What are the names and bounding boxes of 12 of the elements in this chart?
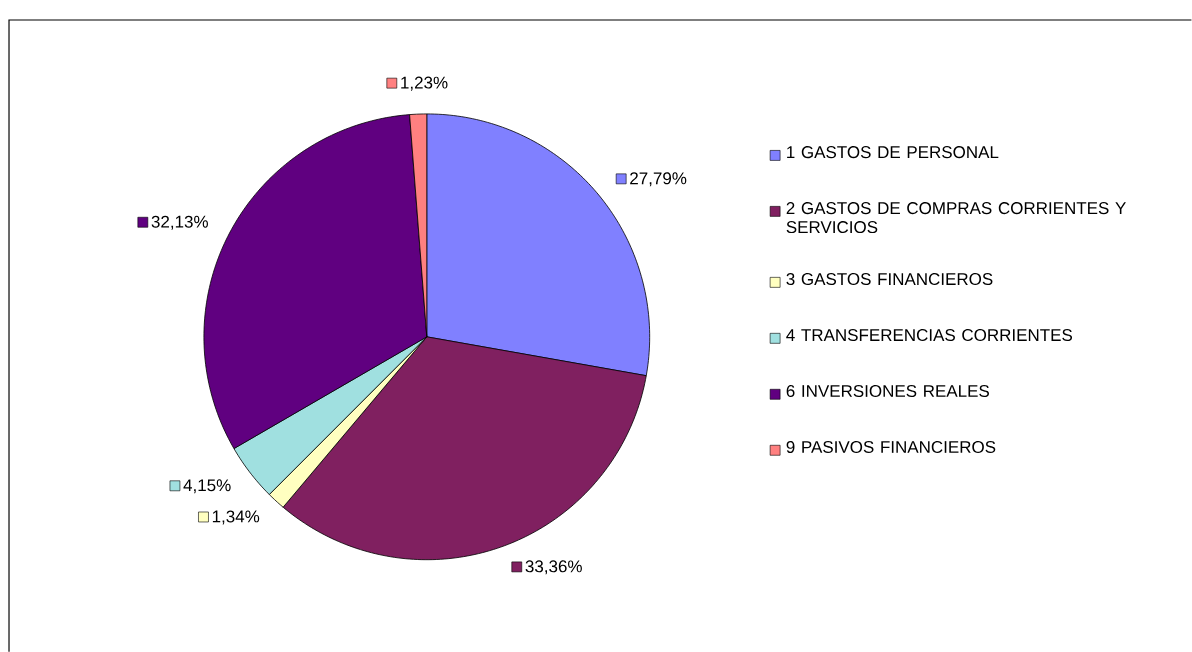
legend-label: 2 GASTOS DE COMPRAS CORRIENTES Y SERVICIOS: [786, 201, 1126, 233]
data-label: 1,34%: [212, 510, 260, 525]
data-label: 4,15%: [183, 479, 231, 494]
legend-label: 6 INVERSIONES REALES: [786, 384, 989, 397]
legend-label: 1 GASTOS DE PERSONAL: [787, 145, 999, 159]
data-label: 32,13%: [151, 215, 208, 230]
legend-label: 3 GASTOS FINANCIEROS: [786, 272, 993, 285]
data-label: 1,23%: [401, 76, 448, 91]
data-label: 27,79%: [630, 172, 687, 187]
legend-label: 9 PASIVOS FINANCIEROS: [786, 440, 996, 453]
legend-label: 4 TRANSFERENCIAS CORRIENTES: [786, 328, 1073, 341]
data-label: 33,36%: [525, 560, 582, 575]
